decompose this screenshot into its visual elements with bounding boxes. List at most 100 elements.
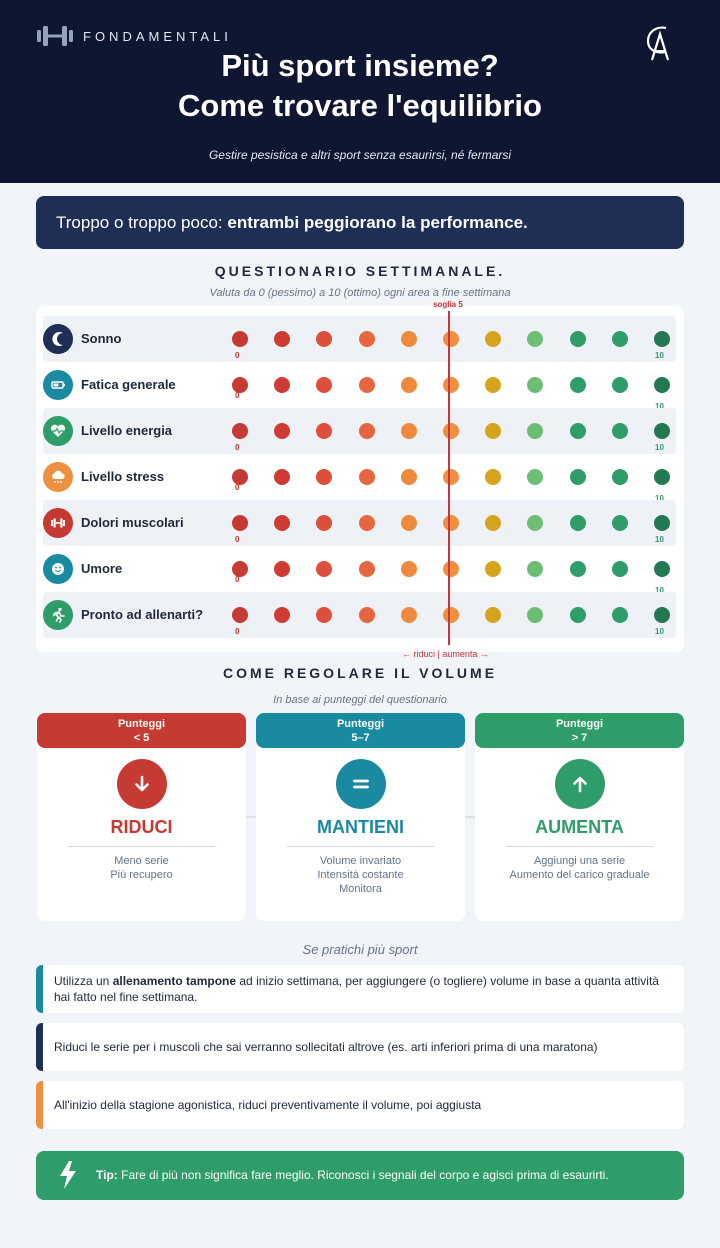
score-dot-9[interactable] bbox=[611, 607, 628, 623]
score-dot-10[interactable] bbox=[654, 561, 670, 577]
score-dot-6[interactable] bbox=[485, 331, 502, 347]
score-dot-5[interactable] bbox=[443, 331, 459, 347]
volume-card-riduci: Punteggi < 5 RIDUCI Meno serie Più recupero bbox=[37, 713, 246, 921]
score-dot-4[interactable] bbox=[400, 423, 417, 439]
multi-sport-title: Se pratichi più sport bbox=[302, 942, 418, 957]
score-dot-6[interactable] bbox=[485, 469, 502, 485]
score-dot-1[interactable] bbox=[274, 377, 291, 393]
score-dot-0[interactable] bbox=[232, 561, 248, 577]
score-dot-3[interactable] bbox=[358, 377, 375, 393]
score-dot-9[interactable] bbox=[611, 469, 628, 485]
score-dot-10[interactable] bbox=[654, 423, 670, 439]
score-dot-10[interactable] bbox=[654, 377, 670, 393]
score-dot-2[interactable] bbox=[316, 331, 333, 347]
score-dot-1[interactable] bbox=[274, 469, 291, 485]
score-dot-7[interactable] bbox=[527, 515, 544, 531]
score-dot-9[interactable] bbox=[611, 561, 628, 577]
score-dot-5[interactable] bbox=[443, 423, 459, 439]
dumbbell-logo-icon bbox=[37, 26, 73, 46]
score-dot-10[interactable] bbox=[654, 469, 670, 485]
score-dot-7[interactable] bbox=[527, 469, 544, 485]
scale-min-label: 0 bbox=[235, 575, 240, 584]
score-dot-3[interactable] bbox=[358, 561, 375, 577]
score-dot-0[interactable] bbox=[232, 607, 248, 623]
score-dot-8[interactable] bbox=[569, 377, 586, 393]
score-dot-1[interactable] bbox=[274, 423, 291, 439]
volume-card-aumenta: Punteggi > 7 AUMENTA Aggiungi una serie Aume… bbox=[475, 713, 684, 921]
score-dot-4[interactable] bbox=[400, 469, 417, 485]
scale-max-label: 10 bbox=[655, 586, 664, 595]
questionnaire-row: Livello stress 0 10 bbox=[43, 454, 676, 503]
score-dot-5[interactable] bbox=[443, 469, 459, 485]
score-dot-2[interactable] bbox=[316, 377, 333, 393]
footer-tip: Tip: Fare di più non significa fare megl… bbox=[36, 1151, 684, 1200]
score-dot-5[interactable] bbox=[443, 515, 459, 531]
score-dot-8[interactable] bbox=[569, 423, 586, 439]
tip-accent-bar bbox=[36, 1081, 43, 1129]
score-dot-1[interactable] bbox=[274, 515, 291, 531]
score-dot-8[interactable] bbox=[569, 515, 586, 531]
score-dot-4[interactable] bbox=[400, 561, 417, 577]
score-dot-7[interactable] bbox=[527, 377, 544, 393]
score-dot-1[interactable] bbox=[274, 331, 291, 347]
score-dot-2[interactable] bbox=[316, 607, 333, 623]
score-dot-9[interactable] bbox=[611, 331, 628, 347]
score-dot-7[interactable] bbox=[527, 607, 544, 623]
score-dot-4[interactable] bbox=[400, 331, 417, 347]
score-dot-2[interactable] bbox=[316, 561, 333, 577]
score-dot-5[interactable] bbox=[443, 377, 459, 393]
score-dot-1[interactable] bbox=[274, 561, 291, 577]
score-dot-8[interactable] bbox=[569, 469, 586, 485]
volume-title: COME REGOLARE IL VOLUME bbox=[222, 665, 498, 681]
volume-subtitle: In base ai punteggi del questionario bbox=[273, 694, 447, 706]
score-dot-4[interactable] bbox=[400, 607, 417, 623]
tip-card-season: All'inizio della stagione agonistica, ri… bbox=[36, 1081, 684, 1129]
score-dot-3[interactable] bbox=[358, 607, 375, 623]
score-dot-5[interactable] bbox=[443, 561, 459, 577]
questionnaire-card: Sonno 0 10 Fatica generale 0 10 Livello energi… bbox=[36, 306, 684, 652]
score-dot-10[interactable] bbox=[654, 607, 670, 623]
score-dot-9[interactable] bbox=[611, 377, 628, 393]
score-dot-0[interactable] bbox=[232, 423, 248, 439]
tip-text: Riduci le serie per i muscoli che sai ve… bbox=[54, 1040, 598, 1054]
score-dot-8[interactable] bbox=[569, 331, 586, 347]
score-dot-10[interactable] bbox=[654, 515, 670, 531]
score-dot-9[interactable] bbox=[611, 515, 628, 531]
score-dot-0[interactable] bbox=[232, 331, 248, 347]
score-dot-3[interactable] bbox=[358, 515, 375, 531]
score-dot-0[interactable] bbox=[232, 515, 248, 531]
threshold-line bbox=[448, 311, 450, 645]
questionnaire-row: Dolori muscolari 0 10 bbox=[43, 500, 676, 546]
questionnaire-subtitle: Valuta da 0 (pessimo) a 10 (ottimo) ogni… bbox=[209, 287, 511, 299]
score-dot-8[interactable] bbox=[569, 561, 586, 577]
page-title: Più sport insieme? Come trovare l'equili… bbox=[178, 48, 542, 123]
score-dot-3[interactable] bbox=[358, 331, 375, 347]
score-dot-3[interactable] bbox=[358, 423, 375, 439]
score-dot-6[interactable] bbox=[485, 377, 502, 393]
volume-card-title: RIDUCI bbox=[110, 817, 173, 837]
score-dot-4[interactable] bbox=[400, 377, 417, 393]
score-dot-4[interactable] bbox=[400, 515, 417, 531]
score-dot-3[interactable] bbox=[358, 469, 375, 485]
score-dot-2[interactable] bbox=[316, 515, 333, 531]
score-dot-6[interactable] bbox=[485, 561, 502, 577]
volume-card-body: Aggiungi una serie Aumento del carico gra… bbox=[509, 855, 650, 881]
questionnaire-row: Umore 0 10 bbox=[43, 546, 676, 595]
score-dot-0[interactable] bbox=[232, 377, 248, 393]
score-dot-6[interactable] bbox=[485, 423, 502, 439]
score-dot-10[interactable] bbox=[654, 331, 670, 347]
score-dot-0[interactable] bbox=[232, 469, 248, 485]
score-dot-7[interactable] bbox=[527, 423, 544, 439]
score-dot-2[interactable] bbox=[316, 423, 333, 439]
scale-min-label: 0 bbox=[235, 535, 240, 544]
score-dot-8[interactable] bbox=[569, 607, 586, 623]
score-dot-2[interactable] bbox=[316, 469, 333, 485]
score-dot-7[interactable] bbox=[527, 561, 544, 577]
score-dot-9[interactable] bbox=[611, 423, 628, 439]
score-dot-6[interactable] bbox=[485, 607, 502, 623]
score-dot-1[interactable] bbox=[274, 607, 291, 623]
score-dot-5[interactable] bbox=[443, 607, 459, 623]
scale-max-label: 10 bbox=[655, 535, 664, 544]
score-dot-6[interactable] bbox=[485, 515, 502, 531]
score-dot-7[interactable] bbox=[527, 331, 544, 347]
